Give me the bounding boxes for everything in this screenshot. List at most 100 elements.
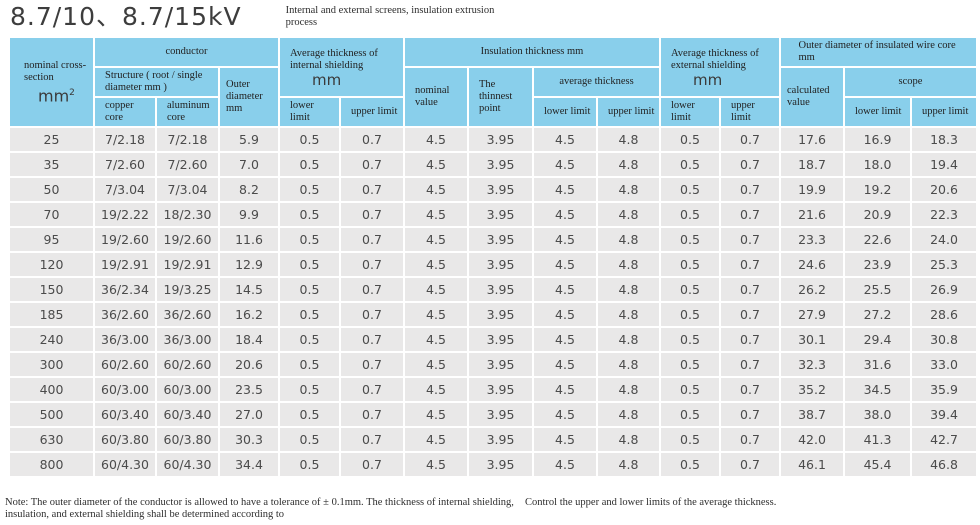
table-cell: 0.7 [339, 151, 405, 178]
table-cell: 14.5 [218, 276, 280, 303]
table-cell: 18.7 [779, 151, 845, 178]
table-cell: 0.5 [278, 151, 341, 178]
table-cell: 24.0 [910, 226, 978, 253]
table-cell: 4.5 [403, 326, 469, 353]
table-cell: 60/2.60 [93, 351, 157, 378]
table-cell: 4.8 [596, 326, 661, 353]
external-shielding-label: Average thickness of external shielding [671, 47, 759, 71]
table-cell: 23.9 [843, 251, 912, 278]
table-cell: 0.7 [719, 176, 781, 203]
col-group-internal-shielding: Average thickness of internal shielding … [278, 36, 405, 98]
table-cell: 3.95 [467, 126, 534, 153]
table-cell: 60/3.00 [155, 376, 220, 403]
table-cell: 45.4 [843, 451, 912, 478]
table-cell: 4.5 [403, 451, 469, 478]
table-cell: 42.0 [779, 426, 845, 453]
table-cell: 4.5 [403, 126, 469, 153]
table-cell: 0.5 [278, 301, 341, 328]
table-cell: 630 [8, 426, 95, 453]
table-cell: 0.5 [278, 176, 341, 203]
table-cell: 22.6 [843, 226, 912, 253]
table-cell: 26.9 [910, 276, 978, 303]
table-cell: 4.5 [532, 451, 598, 478]
table-header: nominal cross-section mm2 conductor Aver… [8, 36, 978, 128]
table-cell: 3.95 [467, 401, 534, 428]
table-cell: 0.5 [278, 426, 341, 453]
table-cell: 800 [8, 451, 95, 478]
table-cell: 0.7 [339, 326, 405, 353]
table-cell: 60/2.60 [155, 351, 220, 378]
specification-table: nominal cross-section mm2 conductor Aver… [8, 36, 978, 478]
table-cell: 31.6 [843, 351, 912, 378]
table-cell: 0.7 [719, 151, 781, 178]
table-cell: 3.95 [467, 226, 534, 253]
table-cell: 21.6 [779, 201, 845, 228]
table-cell: 0.7 [719, 301, 781, 328]
table-cell: 35 [8, 151, 95, 178]
table-row: 800 60/4.30 60/4.30 34.4 0.5 0.7 4.5 3.95 4.5 4.8… [8, 451, 978, 478]
table-cell: 0.7 [719, 426, 781, 453]
table-cell: 7/2.60 [155, 151, 220, 178]
col-header-outer-diameter: Outer diameter mm [218, 66, 280, 128]
footer-notes: Note: The outer diameter of the conducto… [5, 497, 975, 521]
table-cell: 0.7 [719, 251, 781, 278]
table-cell: 0.7 [339, 401, 405, 428]
table-cell: 4.8 [596, 426, 661, 453]
table-cell: 18.3 [910, 126, 978, 153]
table-row: 630 60/3.80 60/3.80 30.3 0.5 0.7 4.5 3.95 4.5 4.8… [8, 426, 978, 453]
table-cell: 0.5 [278, 201, 341, 228]
table-row: 70 19/2.22 18/2.30 9.9 0.5 0.7 4.5 3.95 4.5 4.8 0.… [8, 201, 978, 228]
table-cell: 19/2.22 [93, 201, 157, 228]
table-cell: 35.2 [779, 376, 845, 403]
table-cell: 0.5 [659, 126, 721, 153]
table-cell: 36/3.00 [93, 326, 157, 353]
page-subtitle: Internal and external screens, insulatio… [285, 5, 495, 28]
table-cell: 3.95 [467, 351, 534, 378]
table-cell: 4.8 [596, 401, 661, 428]
table-cell: 4.5 [532, 401, 598, 428]
table-cell: 0.5 [278, 126, 341, 153]
table-cell: 36/2.60 [93, 301, 157, 328]
col-header-average-thickness: average thickness [532, 66, 661, 98]
col-header-copper-core: copper core [93, 96, 157, 128]
table-cell: 19/2.91 [155, 251, 220, 278]
table-cell: 4.5 [532, 276, 598, 303]
table-cell: 0.7 [339, 226, 405, 253]
table-cell: 150 [8, 276, 95, 303]
table-cell: 0.7 [339, 376, 405, 403]
col-header-scope: scope [843, 66, 978, 98]
table-cell: 39.4 [910, 401, 978, 428]
table-cell: 4.5 [532, 226, 598, 253]
table-cell: 0.7 [719, 226, 781, 253]
col-group-outer-diameter-insulated: Outer diameter of insulated wire core mm [779, 36, 978, 68]
table-cell: 19/3.25 [155, 276, 220, 303]
table-cell: 60/3.40 [93, 401, 157, 428]
col-group-insulation-thickness: Insulation thickness mm [403, 36, 661, 68]
table-cell: 26.2 [779, 276, 845, 303]
table-cell: 30.3 [218, 426, 280, 453]
col-header-internal-upper-limit: upper limit [339, 96, 405, 128]
table-cell: 16.9 [843, 126, 912, 153]
table-cell: 4.5 [532, 151, 598, 178]
table-cell: 70 [8, 201, 95, 228]
table-cell: 36/2.60 [155, 301, 220, 328]
note-right: Control the upper and lower limits of th… [525, 497, 777, 508]
table-cell: 38.7 [779, 401, 845, 428]
table-cell: 4.8 [596, 201, 661, 228]
col-header-nominal-value: nominal value [403, 66, 469, 128]
table-cell: 7/3.04 [93, 176, 157, 203]
table-cell: 0.5 [659, 351, 721, 378]
table-cell: 3.95 [467, 426, 534, 453]
table-cell: 46.1 [779, 451, 845, 478]
table-cell: 3.95 [467, 176, 534, 203]
col-header-internal-lower-limit: lower limit [278, 96, 341, 128]
table-cell: 60/3.40 [155, 401, 220, 428]
table-cell: 4.5 [403, 226, 469, 253]
table-cell: 0.5 [659, 276, 721, 303]
table-cell: 42.7 [910, 426, 978, 453]
table-row: 500 60/3.40 60/3.40 27.0 0.5 0.7 4.5 3.95 4.5 4.8… [8, 401, 978, 428]
table-cell: 30.1 [779, 326, 845, 353]
table-cell: 3.95 [467, 376, 534, 403]
table-cell: 0.5 [659, 251, 721, 278]
table-cell: 4.5 [532, 351, 598, 378]
